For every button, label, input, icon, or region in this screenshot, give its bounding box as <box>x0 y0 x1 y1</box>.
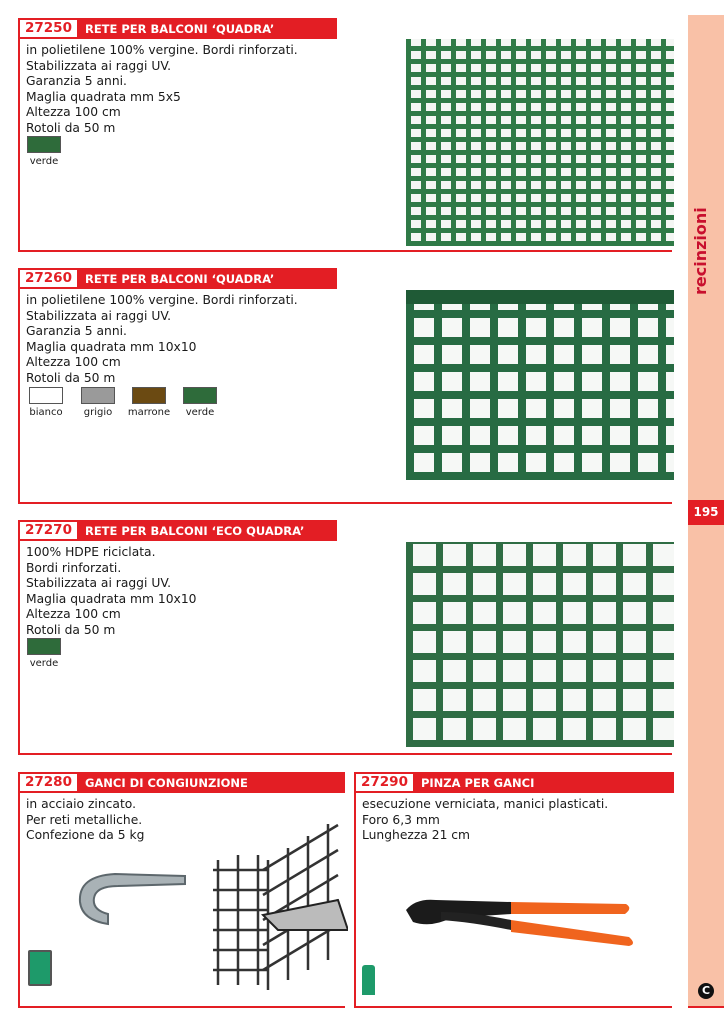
product-code: 27280 <box>20 774 77 791</box>
product-title: RETE PER BALCONI ‘ECO QUADRA’ <box>84 523 305 538</box>
color-label: verde <box>185 407 215 418</box>
package-icon <box>362 965 375 995</box>
product-header: 27260 RETE PER BALCONI ‘QUADRA’ <box>18 268 337 289</box>
product-description: 100% HDPE riciclata. Bordi rinforzati. S… <box>26 545 197 637</box>
product-code: 27270 <box>20 522 77 539</box>
color-label: verde <box>29 658 59 669</box>
product-header: 27290 PINZA PER GANCI <box>354 772 674 793</box>
product-description: in polietilene 100% vergine. Bordi rinfo… <box>26 293 298 385</box>
product-header: 27250 RETE PER BALCONI ‘QUADRA’ <box>18 18 337 39</box>
green-mesh-10x10-image <box>406 290 674 480</box>
product-code: 27250 <box>20 20 77 37</box>
product-description: in acciaio zincato. Per reti metalliche.… <box>26 797 145 843</box>
product-27250: 27250 RETE PER BALCONI ‘QUADRA’ in polie… <box>18 18 674 252</box>
product-27290: 27290 PINZA PER GANCI esecuzione vernici… <box>354 772 674 1008</box>
product-header: 27280 GANCI DI CONGIUNZIONE <box>18 772 345 793</box>
product-27270: 27270 RETE PER BALCONI ‘ECO QUADRA’ 100%… <box>18 520 674 755</box>
product-code: 27260 <box>20 270 77 287</box>
color-label: grigio <box>83 407 113 418</box>
pliers-image <box>406 899 633 946</box>
brand-logo-icon: C <box>698 983 714 999</box>
product-description: in polietilene 100% vergine. Bordi rinfo… <box>26 43 298 135</box>
section-label: recinzioni <box>691 207 710 295</box>
product-title: RETE PER BALCONI ‘QUADRA’ <box>84 21 275 36</box>
product-27260: 27260 RETE PER BALCONI ‘QUADRA’ in polie… <box>18 268 674 504</box>
eco-green-mesh-image <box>406 542 674 747</box>
product-27280: 27280 GANCI DI CONGIUNZIONE in acciaio z… <box>18 772 348 1008</box>
color-label: marrone <box>127 407 171 418</box>
product-title: GANCI DI CONGIUNZIONE <box>84 775 248 790</box>
hook-image <box>78 872 186 926</box>
package-icon <box>28 950 52 986</box>
section-sidebar: recinzioni 195 C <box>688 15 724 1008</box>
product-header: 27270 RETE PER BALCONI ‘ECO QUADRA’ <box>18 520 337 541</box>
product-title: RETE PER BALCONI ‘QUADRA’ <box>84 271 275 286</box>
green-mesh-5x5-image <box>406 39 674 246</box>
product-code: 27290 <box>356 774 413 791</box>
product-description: esecuzione verniciata, manici plasticati… <box>362 797 609 843</box>
color-label: verde <box>29 156 59 167</box>
color-label: bianco <box>29 407 63 418</box>
page-number: 195 <box>688 500 724 525</box>
product-title: PINZA PER GANCI <box>420 775 535 790</box>
wire-mesh-illustration <box>213 823 348 990</box>
